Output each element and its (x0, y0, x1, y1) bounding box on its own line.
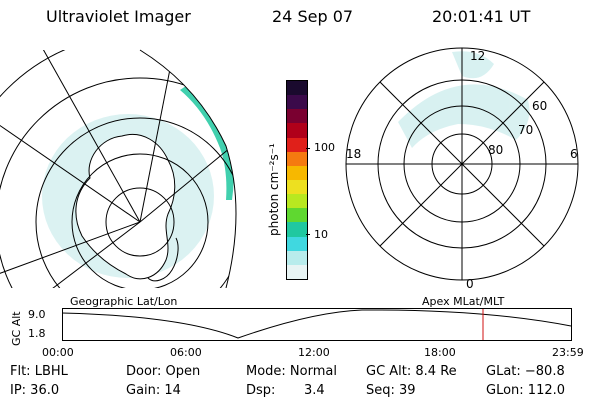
colorbar-tick (306, 234, 310, 235)
orbit-ytick: 1.8 (28, 327, 46, 340)
mlat-label-70: 70 (518, 123, 533, 137)
mlat-label-60: 60 (532, 99, 547, 113)
time-label: 20:01:41 UT (432, 7, 531, 26)
colorbar-tick (306, 148, 310, 149)
mlt-label-6: 6 (570, 147, 578, 161)
polar-plot-caption: Apex MLat/MLT (422, 295, 505, 308)
orbit-xtick: 18:00 (424, 346, 456, 359)
mlt-meridians (346, 48, 578, 280)
ip-readout: IP: 36.0 (10, 383, 60, 398)
colorbar-swatch (287, 123, 307, 138)
mlt-label-0: 0 (466, 277, 474, 291)
colorbar-tick-label: 100 (314, 141, 335, 154)
seq-readout: Seq: 39 (366, 383, 416, 398)
colorbar-swatch (287, 81, 307, 96)
colorbar-swatch (287, 194, 307, 209)
gain-readout: Gain: 14 (126, 383, 181, 398)
instrument-title: Ultraviolet Imager (46, 7, 191, 26)
orbit-xtick: 00:00 (42, 346, 74, 359)
glat-readout: GLat: −80.8 (486, 364, 565, 379)
colorbar-swatch (287, 222, 307, 237)
colorbar-swatch (287, 109, 307, 124)
date-label: 24 Sep 07 (272, 7, 354, 26)
geographic-map (0, 49, 237, 288)
gc-alt-readout: GC Alt: 8.4 Re (366, 364, 457, 379)
colorbar-swatch (287, 250, 307, 265)
mode-readout: Mode: Normal (246, 364, 337, 379)
orbit-altitude-plot (62, 308, 572, 341)
mlt-label-12: 12 (470, 49, 485, 63)
limb-line (139, 49, 237, 288)
orbit-xtick: 12:00 (298, 346, 330, 359)
colorbar-swatch (287, 137, 307, 152)
orbit-xtick: 06:00 (170, 346, 202, 359)
colorbar-swatch (287, 208, 307, 223)
colorbar (286, 80, 308, 280)
graticule (0, 50, 236, 288)
glon-readout: GLon: 112.0 (486, 383, 566, 398)
colorbar-swatch (287, 151, 307, 166)
colorbar-swatch (287, 236, 307, 251)
aurora-haze (398, 51, 530, 148)
colorbar-tick-label: 10 (314, 228, 328, 241)
orbit-xtick: 23:59 (552, 346, 584, 359)
colorbar-swatch (287, 264, 307, 279)
colorbar-swatch (287, 95, 307, 110)
dsp-value: 3.4 (304, 383, 325, 398)
filter-readout: Flt: LBHL (10, 364, 68, 379)
door-readout: Door: Open (126, 364, 201, 379)
orbit-ytick: 9.0 (28, 308, 46, 321)
polar-plot: 12 18 6 0 60 70 80 (345, 47, 579, 291)
colorbar-swatch (287, 165, 307, 180)
colorbar-unit-label: photon cm⁻²s⁻¹ (267, 143, 281, 236)
mlat-label-80: 80 (488, 143, 503, 157)
orbit-frame (62, 308, 572, 341)
colorbar-swatch (287, 179, 307, 195)
dsp-label: Dsp: (246, 383, 276, 398)
mlt-label-18: 18 (346, 147, 361, 161)
geo-map-caption: Geographic Lat/Lon (70, 295, 178, 308)
orbit-ylabel: GC Alt (10, 311, 23, 346)
orbit-altitude-curve (62, 309, 572, 339)
